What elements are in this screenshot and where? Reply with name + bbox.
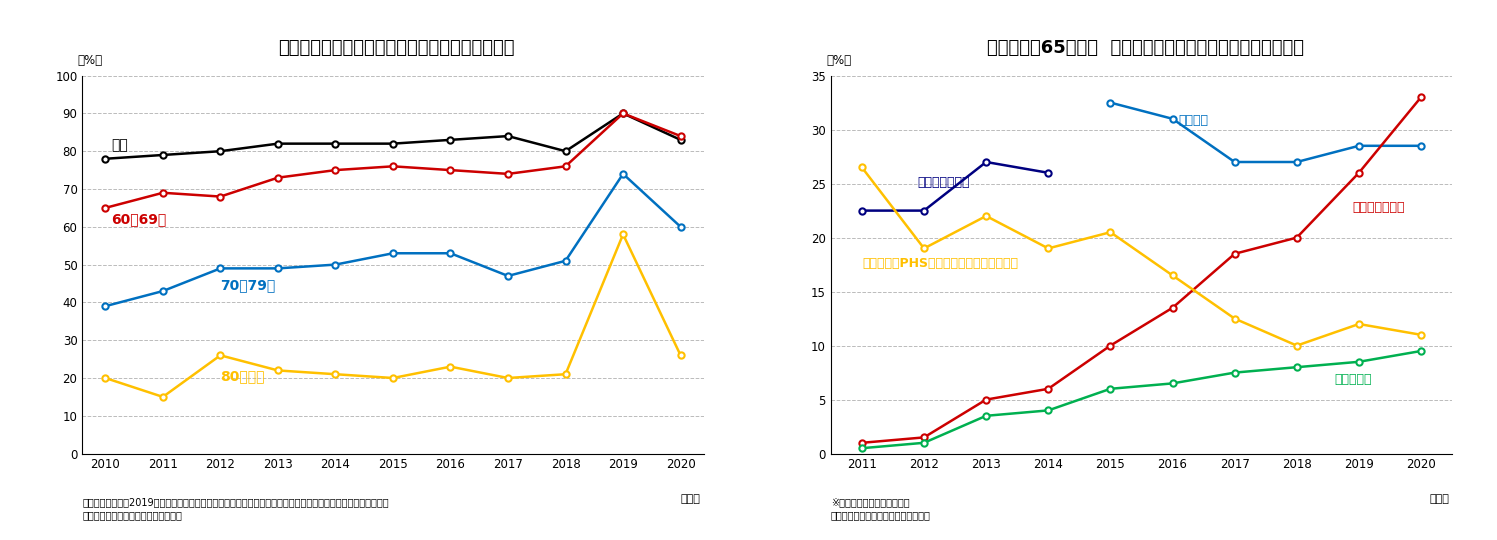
Text: パソコン: パソコン xyxy=(1178,114,1208,127)
Text: （注）令和元年（2019年）調査の調査票の設計が一部例年と異なっていたため、経年比較に際しては注意が必要: （注）令和元年（2019年）調査の調査票の設計が一部例年と異なっていたため、経年… xyxy=(82,497,389,507)
Text: （資料）総務省「通信動向利用調査」: （資料）総務省「通信動向利用調査」 xyxy=(831,510,931,521)
Text: （年）: （年） xyxy=(681,494,701,504)
Text: 自宅のパソコン: 自宅のパソコン xyxy=(918,176,970,189)
Text: （図表２）65歳以上  インターネット利用機器の状況（個人）: （図表２）65歳以上 インターネット利用機器の状況（個人） xyxy=(987,39,1304,57)
Text: （%）: （%） xyxy=(78,55,103,68)
Text: スマートフォン: スマートフォン xyxy=(1353,200,1406,214)
Text: 70〜79歳: 70〜79歳 xyxy=(220,278,275,292)
Text: 80歳以上: 80歳以上 xyxy=(220,369,265,383)
Text: （図表１）インターネット利用率（個人）の推移: （図表１）インターネット利用率（個人）の推移 xyxy=(278,39,515,57)
Text: ※複数回答可、無回答を除く: ※複数回答可、無回答を除く xyxy=(831,497,910,507)
Text: （%）: （%） xyxy=(826,55,852,68)
Text: 全体: 全体 xyxy=(111,138,127,152)
Text: （資料）総務省「通信動向利用調査」: （資料）総務省「通信動向利用調査」 xyxy=(82,510,183,521)
Text: （年）: （年） xyxy=(1430,494,1449,504)
Text: 携帯電話・PHS（スマートフォンを除く）: 携帯電話・PHS（スマートフォンを除く） xyxy=(862,256,1018,270)
Text: タブレット: タブレット xyxy=(1334,373,1371,387)
Text: 60〜69歳: 60〜69歳 xyxy=(111,212,166,226)
